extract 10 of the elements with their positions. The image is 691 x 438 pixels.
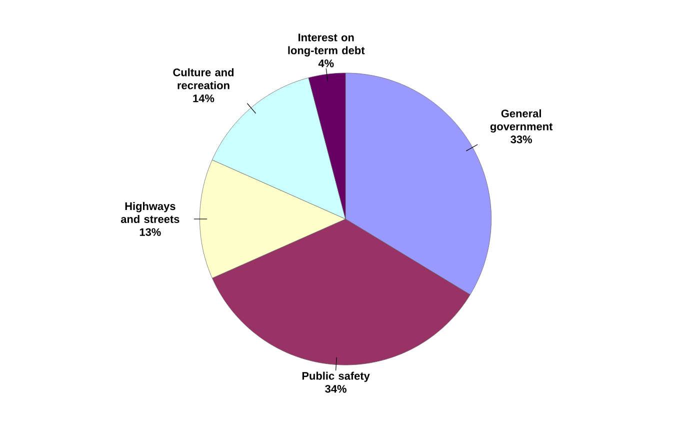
data-label: 14% [193, 94, 214, 102]
slice-label: Culture and recreation [173, 68, 234, 90]
slice-label: General government [490, 109, 553, 133]
slice-label: Public safety [302, 372, 370, 382]
data-label: 34% [325, 384, 346, 393]
slice-label: Interest on long-term debt [288, 34, 365, 56]
slice-label: Highways and streets [120, 202, 180, 224]
data-label: 4% [318, 59, 334, 68]
data-label: 13% [140, 228, 161, 236]
data-label: 33% [510, 136, 532, 144]
